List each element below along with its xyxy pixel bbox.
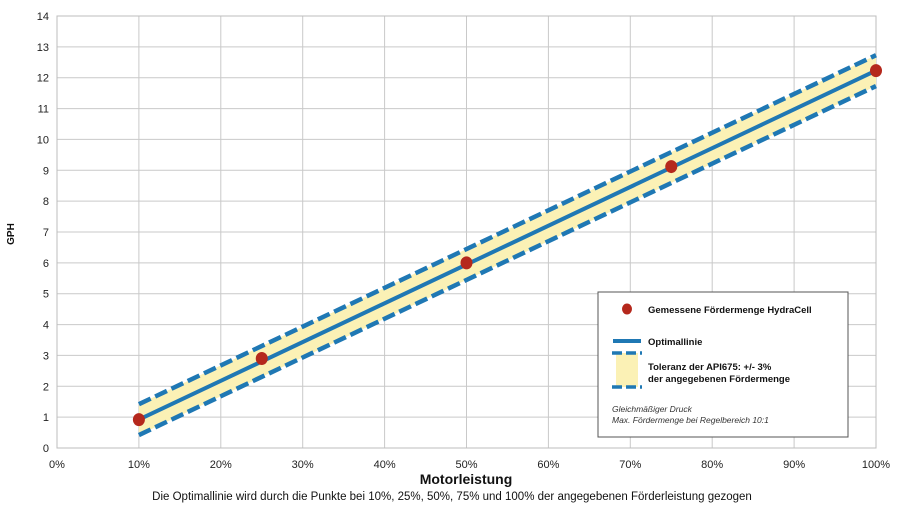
y-axis-title: GPH	[6, 223, 17, 245]
y-tick-label: 10	[37, 134, 49, 146]
y-tick-label: 7	[43, 227, 49, 239]
x-tick-label: 40%	[374, 459, 396, 471]
x-tick-label: 70%	[619, 459, 641, 471]
x-tick-label: 80%	[701, 459, 723, 471]
x-tick-label: 100%	[862, 459, 890, 471]
x-tick-label: 90%	[783, 459, 805, 471]
x-tick-label: 50%	[455, 459, 477, 471]
measured-point	[460, 256, 473, 270]
y-tick-label: 8	[43, 196, 49, 208]
legend-label-measured: Gemessene Fördermenge HydraCell	[648, 305, 812, 316]
x-tick-label: 20%	[210, 459, 232, 471]
tolerance-upper-line	[137, 53, 877, 407]
x-tick-label: 10%	[128, 459, 150, 471]
x-tick-label: 30%	[292, 459, 314, 471]
x-axis-title: Motorleistung	[420, 471, 513, 487]
legend-note-range: Max. Fördermenge bei Regelbereich 10:1	[612, 415, 769, 425]
y-tick-label: 0	[43, 443, 49, 455]
legend-label-optimal: Optimallinie	[648, 337, 702, 348]
y-tick-label: 2	[43, 381, 49, 393]
legend-note-pressure: Gleichmäßiger Druck	[612, 404, 693, 414]
measured-point	[132, 413, 145, 427]
y-tick-label: 13	[37, 42, 49, 54]
legend-box	[597, 291, 849, 438]
measured-point	[870, 64, 882, 78]
y-tick-label: 1	[43, 412, 49, 424]
plot-frame	[56, 15, 877, 449]
y-tick-label: 12	[37, 73, 49, 85]
y-tick-label: 6	[43, 258, 49, 270]
x-tick-label: 0%	[49, 459, 65, 471]
tolerance-lower-line	[137, 84, 877, 438]
y-tick-label: 14	[37, 11, 49, 23]
y-tick-label: 9	[43, 165, 49, 177]
y-tick-label: 3	[43, 350, 49, 362]
x-tick-label: 60%	[537, 459, 559, 471]
measured-point	[255, 352, 268, 366]
legend-point-marker	[622, 303, 632, 315]
legend-band-marker	[616, 353, 638, 387]
legend: Gemessene Fördermenge HydraCell Optimall…	[597, 291, 849, 438]
measured-points	[132, 64, 882, 427]
legend-label-tolerance-line2: der angegebenen Fördermenge	[648, 374, 790, 385]
y-tick-label: 5	[43, 289, 49, 301]
legend-label-tolerance: Toleranz der API675: +/- 3%	[648, 362, 772, 373]
y-tick-label: 11	[38, 104, 49, 116]
y-tick-label: 4	[43, 320, 49, 332]
chart-caption: Die Optimallinie wird durch die Punkte b…	[152, 491, 752, 503]
measured-point	[665, 160, 678, 174]
